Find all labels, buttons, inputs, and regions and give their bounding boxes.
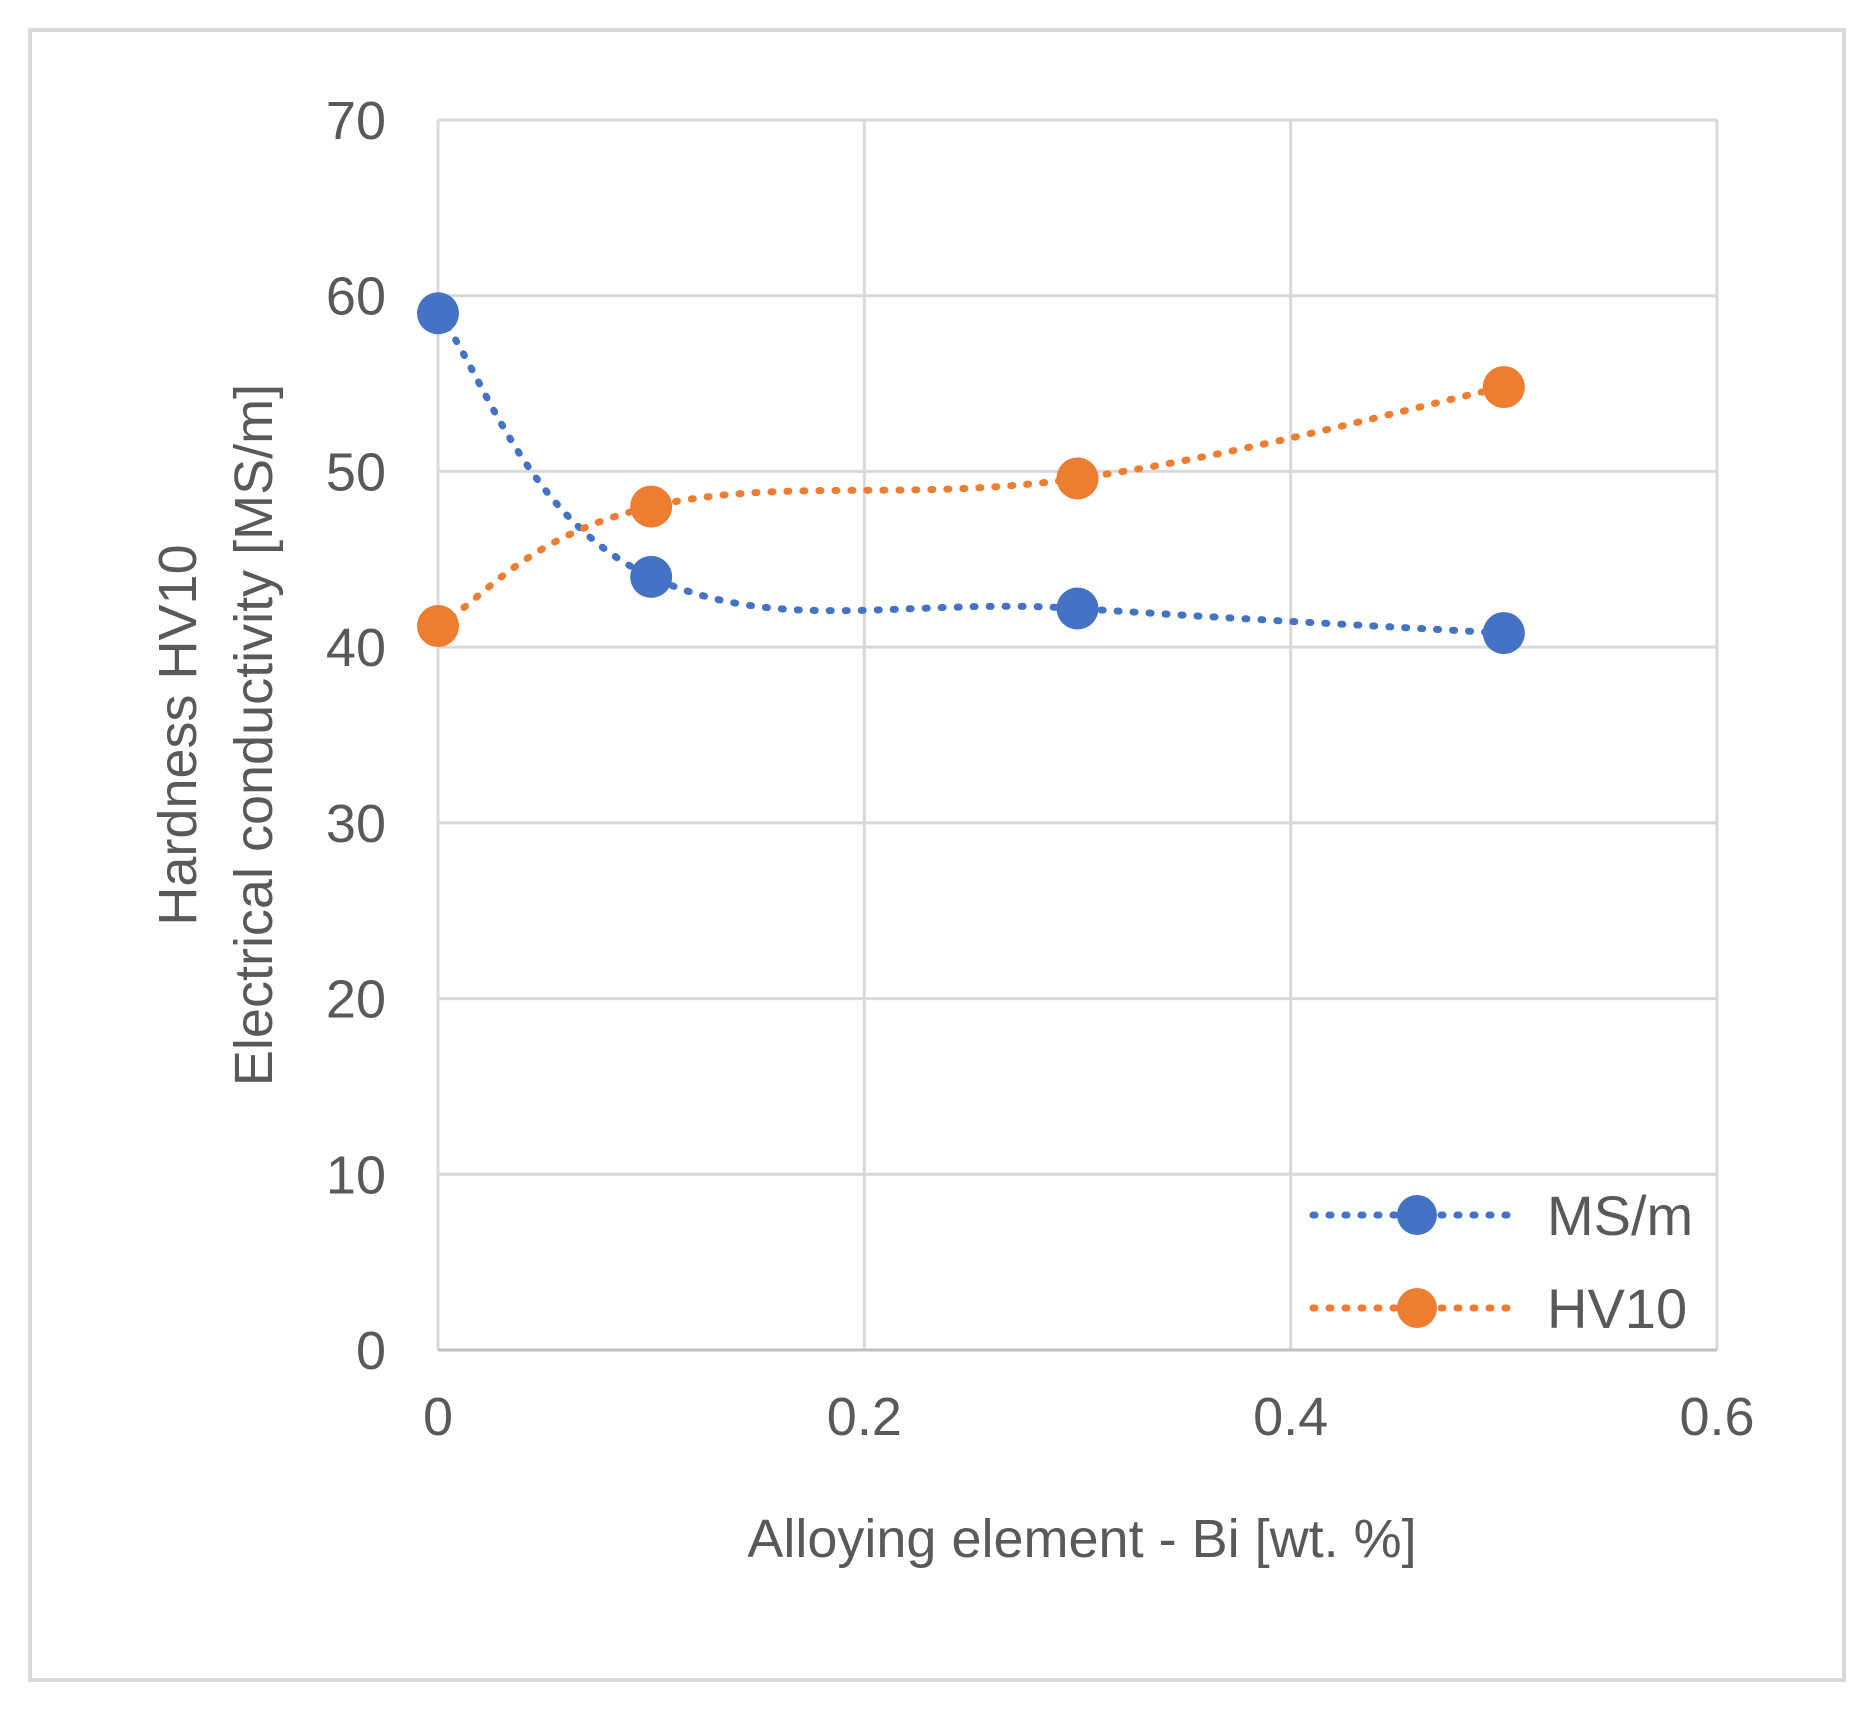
- y-axis-title-line-2: Electrical conductivity [MS/m]: [224, 384, 284, 1086]
- x-tick-label: 0.6: [1679, 1387, 1754, 1447]
- legend-marker-hv10: [1397, 1288, 1437, 1328]
- legend: MS/m HV10: [1309, 1184, 1693, 1340]
- y-tick-label: 0: [356, 1321, 386, 1381]
- y-tick-label: 20: [326, 970, 386, 1030]
- series-line-hv10: [434, 383, 1508, 630]
- y-tick-label: 10: [326, 1145, 386, 1205]
- legend-label-ms-m: MS/m: [1547, 1184, 1693, 1247]
- series-line-ms-m: [434, 309, 1508, 637]
- y-tick-label: 30: [326, 794, 386, 854]
- y-axis-title-line-1: Hardness HV10: [148, 544, 208, 925]
- data-point-hv10: [630, 485, 673, 528]
- axes: 0 10 20 30 40 50 60 70 0 0.2 0.4 0.6: [326, 91, 1755, 1447]
- legend-marker-ms-m: [1397, 1195, 1437, 1235]
- series-layer: [417, 292, 1525, 655]
- y-tick-label: 50: [326, 442, 386, 502]
- grid: [436, 118, 1719, 1350]
- data-point-ms-m: [630, 555, 673, 598]
- data-point-ms-m: [1482, 612, 1525, 655]
- x-axis-title: Alloying element - Bi [wt. %]: [747, 1509, 1416, 1569]
- chart-frame: [28, 28, 1846, 1682]
- x-tick-label: 0.4: [1253, 1387, 1328, 1447]
- data-point-hv10: [1056, 457, 1099, 500]
- x-tick-label: 0: [423, 1387, 453, 1447]
- data-point-hv10: [417, 605, 459, 648]
- data-point-ms-m: [417, 292, 459, 335]
- data-point-hv10: [1482, 366, 1525, 409]
- x-tick-label: 0.2: [827, 1387, 902, 1447]
- y-tick-label: 40: [326, 618, 386, 678]
- y-tick-label: 60: [326, 267, 386, 327]
- legend-label-hv10: HV10: [1547, 1277, 1687, 1340]
- data-point-ms-m: [1056, 587, 1099, 630]
- y-tick-label: 70: [326, 91, 386, 151]
